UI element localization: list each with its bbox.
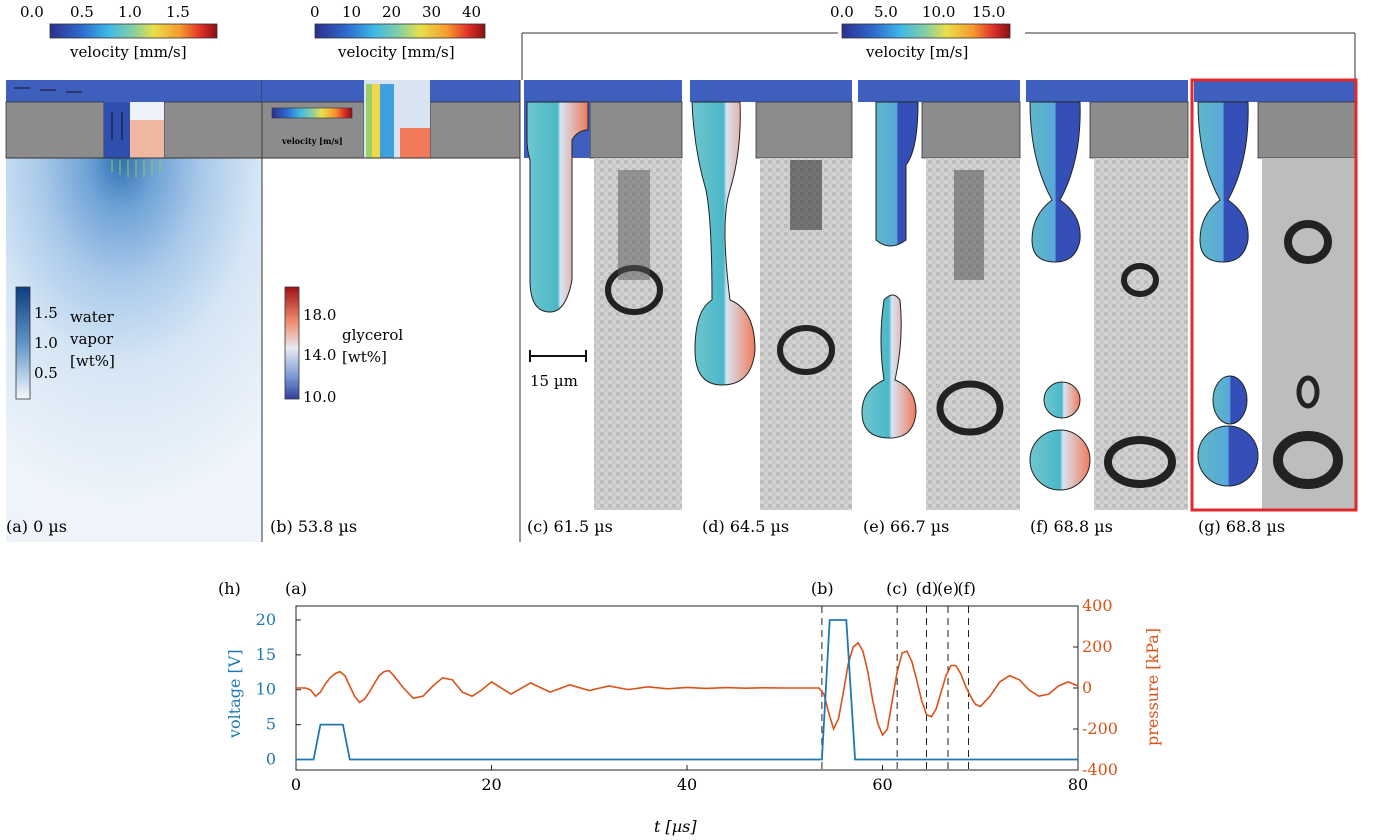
colorbar-tick: 10.0 — [303, 388, 336, 406]
x-tick-label: 60 — [872, 775, 892, 794]
series-pressure-line — [296, 641, 1079, 737]
y-tick-label-right: -400 — [1082, 760, 1118, 779]
colorbar-tick: 40 — [462, 3, 481, 21]
x-tick-label: 0 — [291, 775, 301, 794]
colorbar-velocity-large: 0.0 5.0 10.0 15.0 velocity [m/s] — [521, 3, 1356, 80]
colorbar-tick: 0 — [310, 3, 320, 21]
colorbar-tick: 30 — [422, 3, 441, 21]
panel-caption: (c) 61.5 µs — [527, 517, 613, 536]
x-tick-label: 20 — [481, 775, 501, 794]
colorbar-label: velocity [m/s] — [865, 43, 968, 61]
y-tick-label-left: 10 — [256, 680, 276, 699]
y-axis-label-right: pressure [kPa] — [1143, 628, 1162, 746]
colorbar-label: vapor — [69, 330, 114, 348]
colorbar-tick: 1.5 — [34, 304, 58, 322]
y-tick-label-right: 200 — [1082, 637, 1113, 656]
highlight-frame — [1190, 78, 1358, 512]
x-axis-label: t [µs] — [654, 817, 697, 836]
marker-label: (a) — [285, 579, 307, 598]
y-tick-label-left: 20 — [256, 610, 276, 629]
panel-caption: (b) 53.8 µs — [270, 517, 357, 536]
colorbar-label: [wt%] — [70, 352, 115, 370]
colorbar-label: glycerol — [342, 326, 403, 344]
panel-caption: (a) 0 µs — [6, 517, 67, 536]
colorbar-tick: 10 — [342, 3, 361, 21]
colorbar-tick: 10.0 — [922, 3, 955, 21]
svg-text:15 µm: 15 µm — [530, 372, 578, 390]
x-tick-label: 40 — [677, 775, 697, 794]
panel-caption: (e) 66.7 µs — [863, 517, 949, 536]
colorbar-tick: 0.5 — [34, 364, 58, 382]
colorbar-tick: 0.0 — [830, 3, 854, 21]
colorbar-velocity-small: 0.0 0.5 1.0 1.5 velocity [mm/s] — [20, 3, 218, 61]
colorbar-label: velocity [mm/s] — [337, 43, 455, 61]
marker-label: (e) — [937, 579, 959, 598]
panel-b: velocity [m/s] 18.0 14.0 10.0 glycerol [… — [261, 80, 521, 536]
colorbar-water-vapor — [15, 286, 31, 400]
y-tick-label-left: 15 — [256, 645, 276, 664]
colorbar-velocity-mid: 0 10 20 30 40 velocity [mm/s] — [310, 3, 486, 61]
colorbar-tick: 5.0 — [874, 3, 898, 21]
colorbar-tick: 0.0 — [20, 3, 44, 21]
inset-colorbar-label: velocity [m/s] — [281, 136, 343, 146]
x-tick-label: 80 — [1068, 775, 1088, 794]
colorbar-tick: 1.5 — [166, 3, 190, 21]
colorbar-label: water — [70, 308, 115, 326]
panel-caption: (g) 68.8 µs — [1198, 517, 1285, 536]
colorbar-label: [wt%] — [342, 348, 387, 366]
colorbar-tick: 14.0 — [303, 346, 336, 364]
colorbar-tick: 18.0 — [303, 306, 336, 324]
panel-f: (f) 68.8 µs — [1026, 80, 1189, 536]
panel-g: (g) 68.8 µs — [1190, 78, 1358, 536]
marker-label: (c) — [886, 579, 907, 598]
chart-voltage-pressure: (h) (a) (b) (c) (d)(e)(f) 0 20 40 60 80 0 5 10 15 2… — [218, 579, 1162, 836]
panel-c: 15 µm (c) 61.5 µs — [524, 80, 683, 536]
colorbar-tick: 0.5 — [70, 3, 94, 21]
colorbar-tick: 20 — [382, 3, 401, 21]
y-tick-label-right: 0 — [1082, 678, 1092, 697]
panel-d: (d) 64.5 µs — [690, 80, 853, 536]
colorbar-label: velocity [mm/s] — [69, 43, 187, 61]
panel-caption: (f) 68.8 µs — [1030, 517, 1113, 536]
y-tick-label-left: 0 — [266, 750, 276, 769]
colorbar-tick: 1.0 — [34, 334, 58, 352]
scale-bar: 15 µm — [529, 350, 587, 390]
colorbar-glycerol — [284, 286, 300, 400]
y-tick-label-right: 400 — [1082, 596, 1113, 615]
marker-label: (b) — [811, 579, 834, 598]
panel-e: (e) 66.7 µs — [858, 80, 1021, 536]
chart-panel-label: (h) — [218, 579, 241, 598]
y-axis-label-left: voltage [V] — [225, 649, 244, 739]
marker-label: (d) — [915, 579, 938, 598]
panel-a: 1.5 1.0 0.5 water vapor [wt%] (a) 0 µs — [5, 80, 263, 542]
y-tick-label-right: -200 — [1082, 719, 1118, 738]
series-voltage-line — [296, 619, 1078, 761]
colorbar-tick: 1.0 — [118, 3, 142, 21]
marker-label: (f) — [958, 579, 976, 598]
colorbar-tick: 15.0 — [972, 3, 1005, 21]
panel-caption: (d) 64.5 µs — [702, 517, 789, 536]
y-tick-label-left: 5 — [266, 715, 276, 734]
